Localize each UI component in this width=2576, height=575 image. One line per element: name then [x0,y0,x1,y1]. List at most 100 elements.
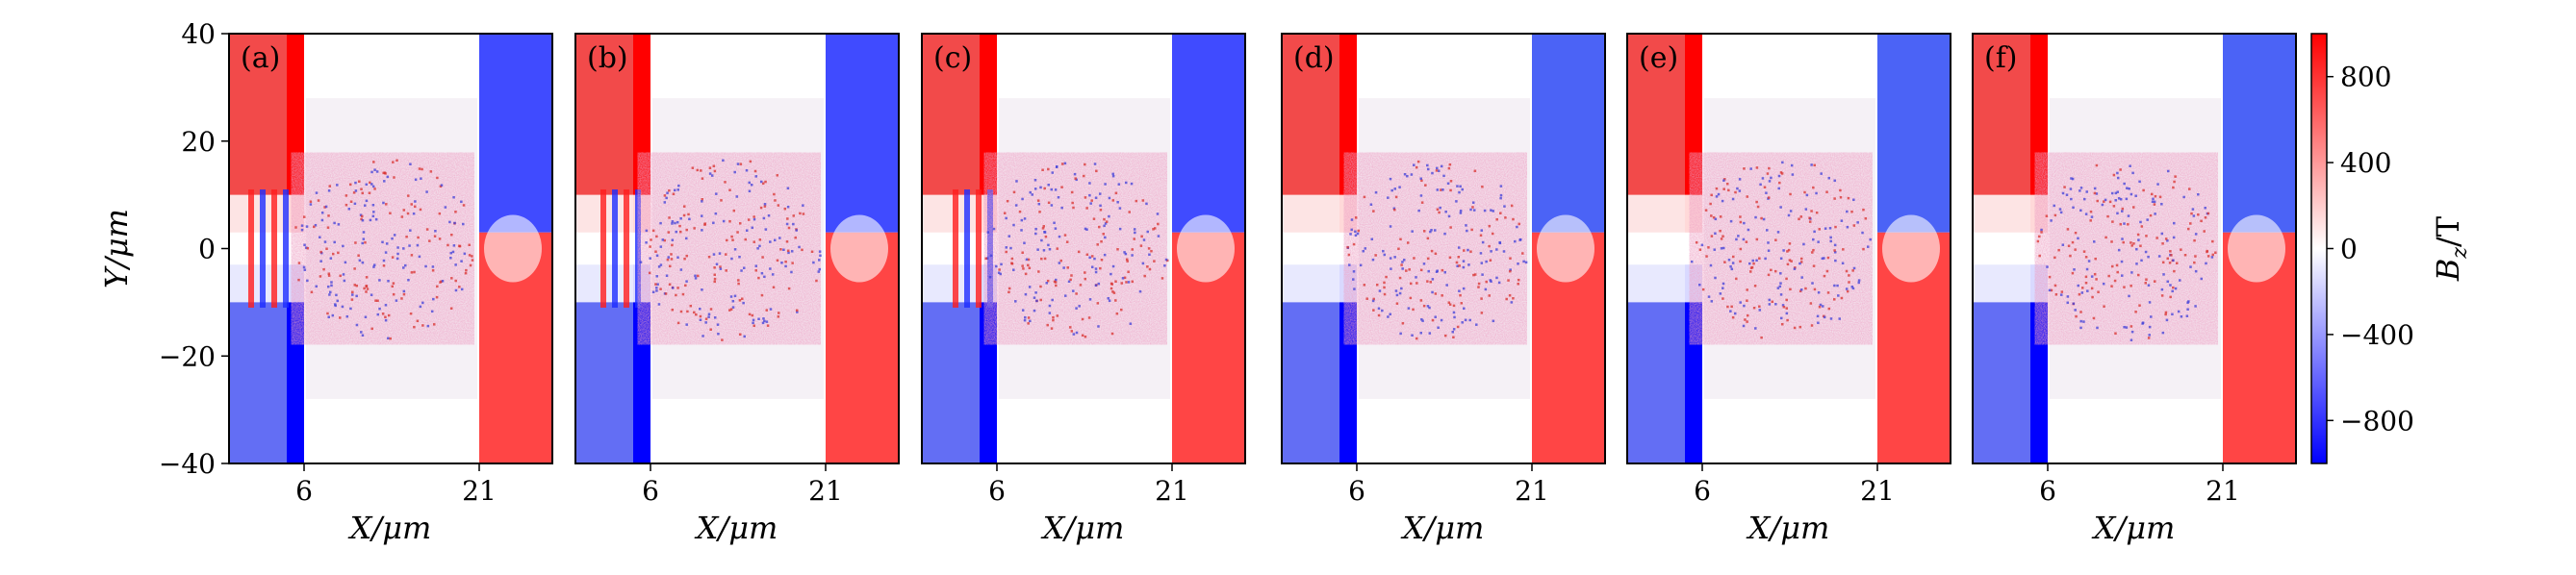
plasma-speck [2178,279,2181,282]
plasma-speck [733,248,737,251]
plasma-speck [1354,230,1357,234]
plasma-speck [2152,197,2155,201]
plasma-speck [1507,279,1510,282]
plasma-speck [2103,200,2105,203]
x-axis-label: X/μm [694,510,778,546]
plasma-speck [416,243,420,247]
plasma-speck [1498,240,1501,244]
plasma-speck [1827,307,1831,311]
plasma-speck [1722,297,1724,300]
plasma-speck [362,231,366,234]
plasma-speck [1443,232,1446,236]
plasma-speck [1490,209,1492,212]
field-rear-upper [1172,34,1245,233]
plasma-speck [792,222,795,226]
plasma-speck [1138,289,1142,293]
plasma-speck [364,204,367,207]
plasma-speck [460,260,463,262]
plasma-speck [1130,182,1134,186]
plasma-speck [1063,234,1067,237]
plasma-speck [1140,235,1143,238]
plasma-speck [333,240,336,244]
plasma-speck [387,280,390,283]
panel-frame [1972,33,2297,464]
plasma-speck [1419,194,1423,197]
plasma-speck [1817,290,1821,294]
plasma-speck [344,203,348,207]
plasma-speck [1456,325,1460,329]
plasma-speck [381,312,385,315]
plasma-speck [1826,256,1830,260]
plasma-speck [1839,195,1843,199]
plasma-speck [1770,268,1773,272]
plasma-speck [1111,172,1114,176]
plasma-speck [2079,311,2082,313]
colorbar-label-unit: /T [2430,215,2466,247]
plasma-speck [676,287,679,289]
plasma-speck [1726,305,1729,309]
plasma-speck [1714,276,1717,280]
plasma-speck [2117,248,2121,252]
plasma-speck [364,315,368,318]
plasma-speck [763,319,766,323]
plasma-speck [1809,302,1813,305]
plasma-speck [1034,291,1037,294]
plasma-speck [1124,252,1128,256]
plasma-speck [2116,190,2119,193]
plasma-speck [1774,238,1777,241]
plasma-speck [2065,193,2069,196]
plasma-speck [1767,196,1771,199]
plasma-speck [1824,227,1827,230]
plasma-speck [1467,248,1469,252]
plasma-speck [334,303,337,306]
plasma-speck [303,268,307,271]
panel-content [1973,34,2296,463]
plasma-speck [2175,262,2179,264]
plasma-speck [1484,288,1488,291]
plasma-speck [999,272,1003,276]
plasma-speck [462,222,465,226]
plasma-speck [713,280,716,284]
plasma-speck [303,243,306,247]
plasma-cloud [1689,152,1873,345]
plasma-speck [1739,260,1742,263]
plasma-speck [663,201,667,204]
plasma-speck [302,215,306,218]
plasma-speck [300,228,304,232]
plasma-speck [2127,214,2130,217]
plasma-speck [701,198,703,201]
plasma-speck [1833,250,1837,254]
plasma-speck [385,242,389,245]
plasma-speck [765,320,769,323]
panel-label: (f) [1984,41,2018,75]
plasma-speck [1737,235,1740,238]
plasma-speck [682,205,686,208]
plasma-speck [438,238,442,240]
plasma-speck [469,263,472,267]
plasma-speck [361,334,365,337]
plasma-speck [710,174,714,177]
plasma-speck [1701,288,1705,291]
plasma-speck [319,260,322,262]
plasma-speck [1145,202,1148,206]
plasma-speck [1383,253,1387,257]
plasma-speck [416,319,420,323]
plasma-speck [1510,204,1514,208]
plasma-speck [717,332,720,336]
plasma-speck [1072,206,1075,210]
plasma-speck [1053,280,1057,284]
field-front-edge-upper [1685,34,1702,233]
plasma-speck [1039,285,1042,288]
plasma-speck [2147,284,2151,287]
plasma-speck [2079,187,2083,189]
plasma-speck [1491,232,1494,236]
plasma-speck [1462,265,1466,269]
plasma-speck [1812,248,1815,252]
plasma-speck [329,257,333,260]
plasma-speck [1020,218,1024,222]
plasma-speck [1066,266,1069,269]
plasma-speck [2160,294,2164,297]
plasma-speck [1120,282,1123,285]
plasma-speck [697,274,700,278]
plasma-speck [1517,282,1519,286]
